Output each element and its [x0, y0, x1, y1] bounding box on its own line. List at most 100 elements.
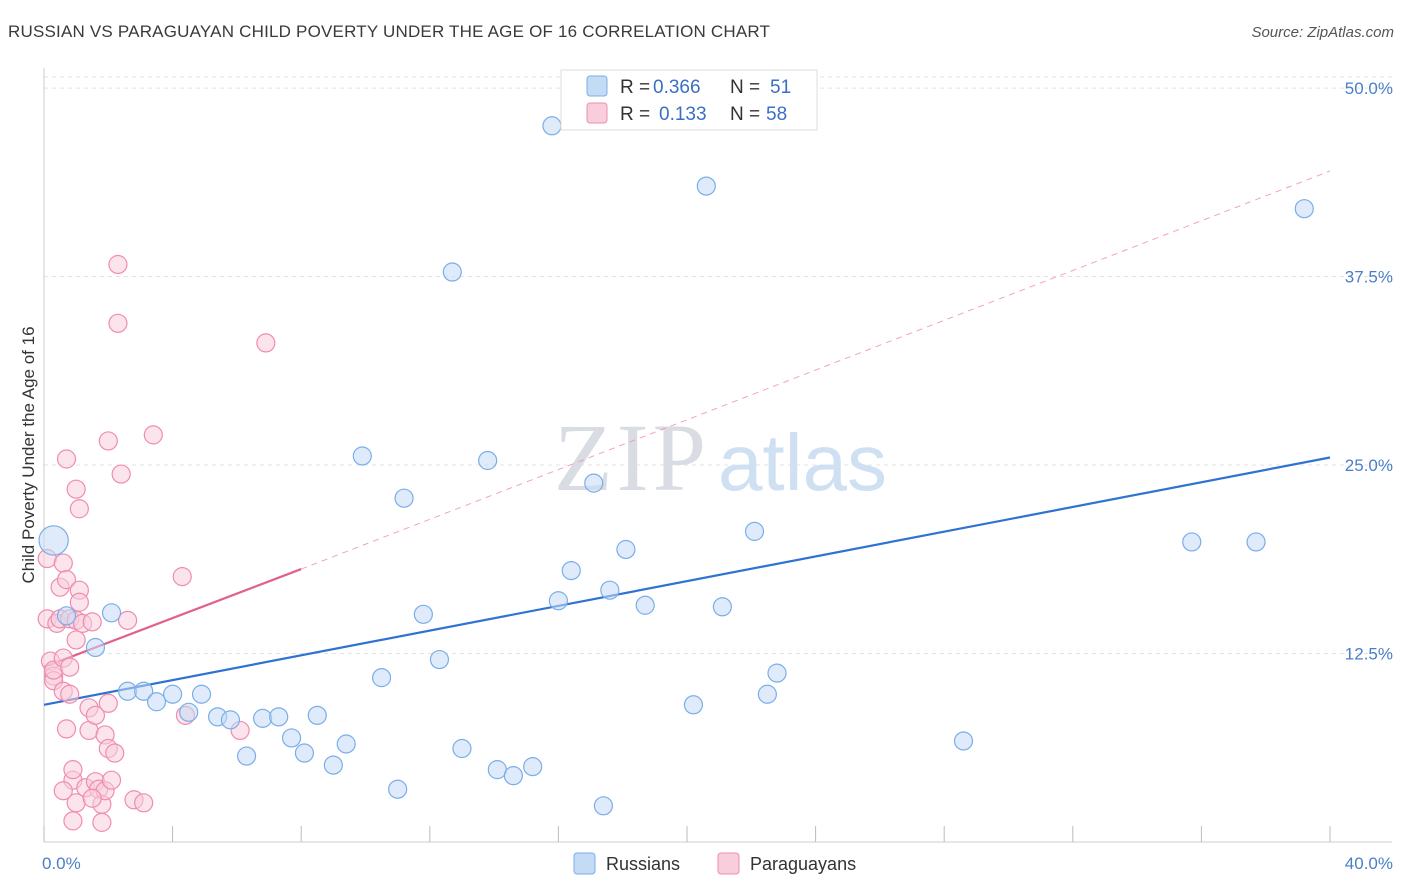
- y-tick-labels: 12.5% 25.0% 37.5% 50.0%: [1345, 79, 1393, 663]
- point-russians-29: [487, 760, 507, 780]
- point-paraguayans-26: [69, 592, 89, 612]
- data-points: [37, 116, 1314, 832]
- chart-source: Source: ZipAtlas.com: [1251, 24, 1394, 41]
- point-russians-1: [56, 606, 77, 626]
- point-russians-48: [1246, 532, 1266, 552]
- y-tick-label-2: 37.5%: [1345, 268, 1393, 287]
- point-russians-17: [307, 705, 327, 725]
- x-tick-labels: 0.0% 40.0%: [42, 854, 1393, 873]
- point-russians-24: [413, 604, 433, 624]
- point-russians-7: [163, 684, 183, 704]
- point-russians-23: [394, 488, 414, 508]
- chart-title: RUSSIAN VS PARAGUAYAN CHILD POVERTY UNDE…: [8, 22, 771, 41]
- point-paraguayans-21: [66, 479, 86, 499]
- legend-r-label-paraguayans: R =: [620, 104, 650, 125]
- axes: [43, 68, 1392, 843]
- point-russians-12: [236, 746, 257, 766]
- point-paraguayans-27: [69, 499, 89, 519]
- point-paraguayans-43: [101, 770, 122, 790]
- point-paraguayans-44: [105, 743, 125, 763]
- watermark: ZIP atlas: [554, 404, 887, 511]
- point-paraguayans-48: [117, 610, 138, 630]
- y-axis-title: Child Poverty Under the Age of 16: [19, 326, 38, 583]
- legend-r-value-paraguayans: 0.133: [659, 104, 707, 125]
- point-russians-22: [388, 779, 408, 799]
- point-russians-4: [117, 681, 138, 701]
- point-russians-28: [478, 450, 498, 471]
- point-paraguayans-45: [108, 254, 128, 275]
- legend-n-value-russians: 51: [770, 77, 791, 98]
- point-paraguayans-13: [56, 570, 77, 590]
- point-russians-40: [683, 695, 704, 715]
- point-russians-21: [371, 668, 392, 688]
- point-paraguayans-37: [92, 812, 112, 832]
- point-russians-18: [323, 755, 343, 775]
- series-legend-label-russians: Russians: [606, 854, 680, 874]
- point-russians-49: [1294, 199, 1314, 219]
- x-tick-label-max: 40.0%: [1345, 854, 1393, 873]
- point-paraguayans-40: [98, 693, 118, 713]
- point-paraguayans-47: [111, 464, 131, 484]
- point-paraguayans-20: [63, 760, 83, 780]
- point-russians-34: [561, 560, 581, 581]
- point-russians-0: [38, 525, 69, 556]
- point-russians-35: [584, 473, 604, 493]
- point-russians-47: [1182, 532, 1202, 552]
- series-legend-swatch-russians: [573, 852, 596, 875]
- y-tick-label-1: 25.0%: [1345, 456, 1393, 475]
- point-paraguayans-57: [53, 781, 73, 801]
- watermark-atlas: atlas: [718, 418, 887, 507]
- point-russians-43: [744, 521, 765, 541]
- trend-line-russians: [43, 456, 1331, 706]
- point-paraguayans-10: [53, 553, 73, 573]
- y-tick-label-0: 12.5%: [1345, 645, 1393, 664]
- legend-box: R = 0.366 N = 51 R = 0.133 N = 58: [560, 69, 818, 131]
- point-russians-16: [294, 743, 315, 763]
- point-russians-8: [179, 702, 199, 722]
- legend-n-label-russians: N =: [730, 77, 760, 98]
- series-legend: Russians Paraguayans: [573, 852, 856, 875]
- series-legend-label-paraguayans: Paraguayans: [750, 854, 856, 874]
- legend-r-label-russians: R =: [620, 77, 650, 98]
- point-russians-30: [503, 766, 523, 786]
- point-paraguayans-32: [82, 612, 102, 632]
- point-russians-11: [220, 710, 241, 730]
- x-tick-label-min: 0.0%: [42, 854, 81, 873]
- point-russians-44: [757, 684, 777, 704]
- point-paraguayans-46: [108, 313, 128, 333]
- point-paraguayans-23: [66, 630, 86, 650]
- point-paraguayans-52: [172, 567, 192, 587]
- point-russians-3: [101, 603, 122, 623]
- point-russians-45: [767, 663, 787, 683]
- point-russians-38: [616, 539, 636, 560]
- point-paraguayans-18: [63, 811, 83, 831]
- point-russians-37: [600, 580, 620, 600]
- point-paraguayans-41: [98, 431, 118, 451]
- point-paraguayans-14: [56, 449, 77, 469]
- watermark-zip: ZIP: [554, 404, 710, 511]
- point-russians-42: [712, 597, 732, 617]
- legend-r-value-russians: 0.366: [653, 77, 701, 98]
- point-russians-9: [191, 684, 212, 704]
- point-paraguayans-17: [60, 657, 80, 677]
- point-russians-14: [269, 707, 289, 727]
- point-paraguayans-56: [82, 788, 102, 808]
- point-russians-15: [281, 728, 302, 748]
- trend-line-paraguayans-extension: [301, 170, 1331, 570]
- point-paraguayans-33: [85, 705, 106, 725]
- point-russians-13: [253, 708, 273, 728]
- point-russians-25: [429, 649, 450, 670]
- point-russians-39: [635, 595, 655, 615]
- point-russians-27: [452, 738, 472, 759]
- point-russians-32: [542, 116, 562, 136]
- point-paraguayans-51: [143, 425, 163, 445]
- legend-n-label-paraguayans: N =: [730, 104, 760, 125]
- point-russians-26: [442, 262, 462, 282]
- legend-swatch-russians: [586, 75, 608, 97]
- legend-n-value-paraguayans: 58: [766, 104, 787, 125]
- legend-swatch-paraguayans: [586, 102, 608, 124]
- y-tick-label-3: 50.0%: [1345, 79, 1393, 98]
- point-russians-20: [352, 446, 372, 466]
- point-russians-5: [134, 681, 154, 701]
- point-russians-36: [593, 796, 614, 816]
